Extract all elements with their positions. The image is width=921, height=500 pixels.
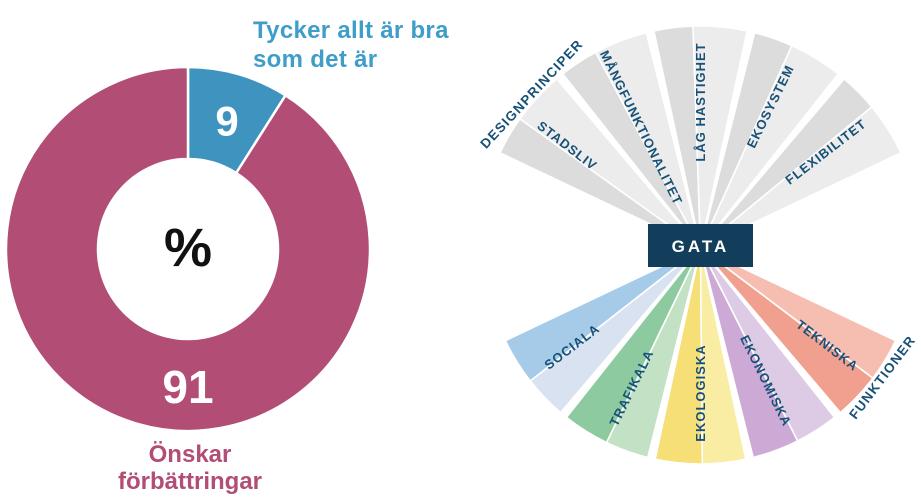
fan-wedge-ekosystem-light bbox=[699, 44, 840, 249]
fan-wedge-flexibilitet-light bbox=[699, 106, 902, 249]
fan-wedge-sociala-light bbox=[529, 247, 702, 414]
fan-wedge-trafikala-light bbox=[605, 247, 702, 459]
donut-footer-line1: Önskar bbox=[149, 441, 232, 468]
fan-wedge-ekologiska-light bbox=[699, 247, 747, 465]
donut-footer-line2: förbättringar bbox=[118, 468, 262, 495]
donut-chart: 9 % 91 Tycker allt är bra som det är Öns… bbox=[4, 17, 449, 495]
fan-wedge-lag-hastighet-light bbox=[692, 25, 748, 249]
fan-bottom-wedges bbox=[504, 247, 897, 465]
donut-title-line1: Tycker allt är bra bbox=[253, 17, 449, 44]
fan-wedge-stadsliv-light bbox=[519, 78, 702, 249]
gata-label: GATA bbox=[672, 237, 730, 256]
fan-label-lag-hastighet: LÅG HASTIGHET bbox=[693, 42, 708, 161]
fan-wedge-mangfunktionalitet-light bbox=[594, 31, 702, 249]
donut-slices bbox=[4, 65, 372, 433]
gata-box bbox=[648, 224, 753, 267]
donut-title-line2: som det är bbox=[253, 46, 377, 73]
donut-center-percent: % bbox=[164, 218, 212, 278]
fan-wedge-ekonomiska-light bbox=[699, 247, 836, 442]
donut-value-blue: 9 bbox=[215, 98, 238, 145]
donut-slice-onskar-forbattringar bbox=[4, 65, 372, 433]
fan-label-ekologiska: EKOLOGISKA bbox=[693, 344, 708, 441]
fan-wedge-tekniska-light bbox=[699, 247, 897, 379]
donut-value-magenta: 91 bbox=[162, 361, 213, 413]
fan-top-wedges bbox=[499, 25, 902, 249]
